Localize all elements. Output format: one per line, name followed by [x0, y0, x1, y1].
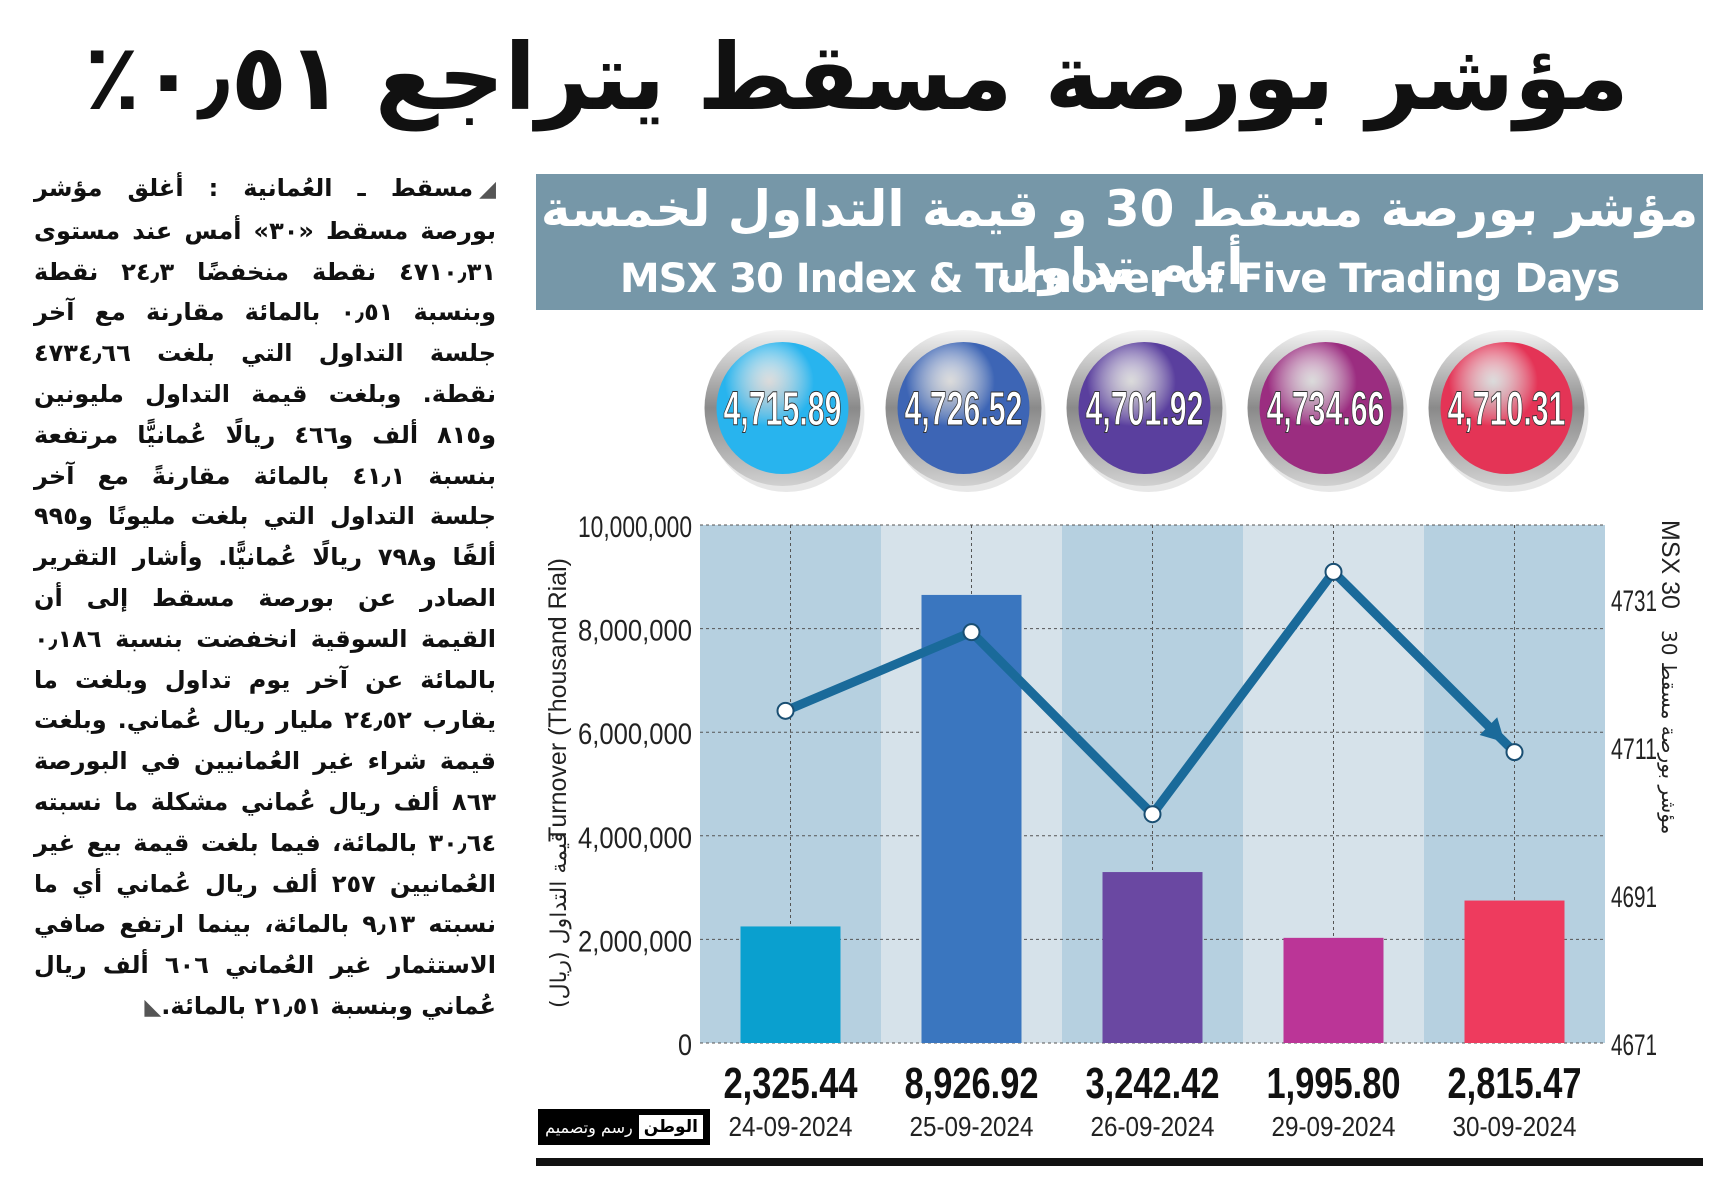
- publisher-logo: رسم وتصميم الوطن: [538, 1109, 710, 1145]
- index-point: [962, 623, 981, 642]
- y-tick-label: 8,000,000: [578, 615, 692, 648]
- y2-axis-label-ar: مؤشر بورصة مسقط 30: [1657, 630, 1681, 834]
- index-point: [776, 701, 795, 720]
- index-value-label: 4,710.31: [1448, 383, 1566, 436]
- index-value-label: 4,726.52: [905, 383, 1023, 436]
- logo-brand: الوطن: [638, 1115, 703, 1139]
- bubble: [1078, 342, 1211, 474]
- index-value-label: 4,715.89: [724, 383, 842, 436]
- y2-tick-label: 4731: [1611, 585, 1657, 618]
- turnover-value-label: 8,926.92: [905, 1059, 1039, 1108]
- y-tick-label: 4,000,000: [578, 822, 692, 855]
- bottom-rule: [536, 1158, 1703, 1166]
- headline: مؤشر بورصة مسقط يتراجع ٠٫٥١٪: [84, 24, 1630, 131]
- article-text: مسقط ـ العُمانية : أغلق مؤشر بورصة مسقط …: [34, 174, 497, 1020]
- bar: [740, 926, 841, 1043]
- index-point: [1505, 743, 1524, 762]
- index-value-label: 4,734.66: [1267, 383, 1385, 436]
- date-label: 30-09-2024: [1453, 1111, 1577, 1142]
- turnover-value-label: 2,815.47: [1448, 1059, 1582, 1108]
- y2-axis-label-en: MSX 30: [1656, 520, 1684, 609]
- banner-title-ar: مؤشر بورصة مسقط 30 و قيمة التداول لخمسة …: [540, 180, 1699, 296]
- date-label: 25-09-2024: [910, 1111, 1034, 1142]
- y-axis-label-en: Turnover (Thousand Rial): [544, 558, 572, 842]
- logo-credit: رسم وتصميم: [545, 1117, 633, 1137]
- chart-banner: مؤشر بورصة مسقط 30 و قيمة التداول لخمسة …: [536, 174, 1703, 310]
- bubble: [716, 342, 849, 474]
- article-body: ◢مسقط ـ العُمانية : أغلق مؤشر بورصة مسقط…: [34, 168, 496, 1029]
- y-tick-label: 10,000,000: [578, 511, 692, 544]
- bird-end-icon: ◣: [144, 994, 162, 1020]
- turnover-value-label: 2,325.44: [724, 1059, 858, 1108]
- banner-title-en: MSX 30 Index & Turnover of Five Trading …: [619, 256, 1620, 302]
- turnover-value-label: 1,995.80: [1267, 1059, 1401, 1108]
- y-tick-label: 6,000,000: [578, 718, 692, 751]
- date-label: 29-09-2024: [1272, 1111, 1396, 1142]
- y2-tick-label: 4711: [1611, 733, 1657, 766]
- index-point: [1324, 562, 1343, 581]
- date-label: 26-09-2024: [1091, 1111, 1215, 1142]
- y2-tick-label: 4691: [1611, 881, 1657, 914]
- bubble: [897, 342, 1030, 474]
- y-tick-label: 2,000,000: [578, 925, 692, 958]
- date-label: 24-09-2024: [729, 1111, 853, 1142]
- bar: [1102, 872, 1203, 1043]
- turnover-value-label: 3,242.42: [1086, 1059, 1220, 1108]
- bubble: [1259, 342, 1392, 474]
- index-value-label: 4,701.92: [1086, 383, 1204, 436]
- y2-tick-label: 4671: [1611, 1029, 1657, 1062]
- bar: [1464, 900, 1565, 1043]
- index-arrowhead: [1479, 717, 1505, 743]
- bird-icon: ◢: [479, 177, 496, 202]
- y-axis-label-ar: قيمة التداول (ريال): [547, 832, 572, 1008]
- y-tick-label: 0: [678, 1029, 692, 1062]
- bar: [1283, 937, 1384, 1043]
- bubble: [1440, 342, 1573, 474]
- index-point: [1143, 805, 1162, 824]
